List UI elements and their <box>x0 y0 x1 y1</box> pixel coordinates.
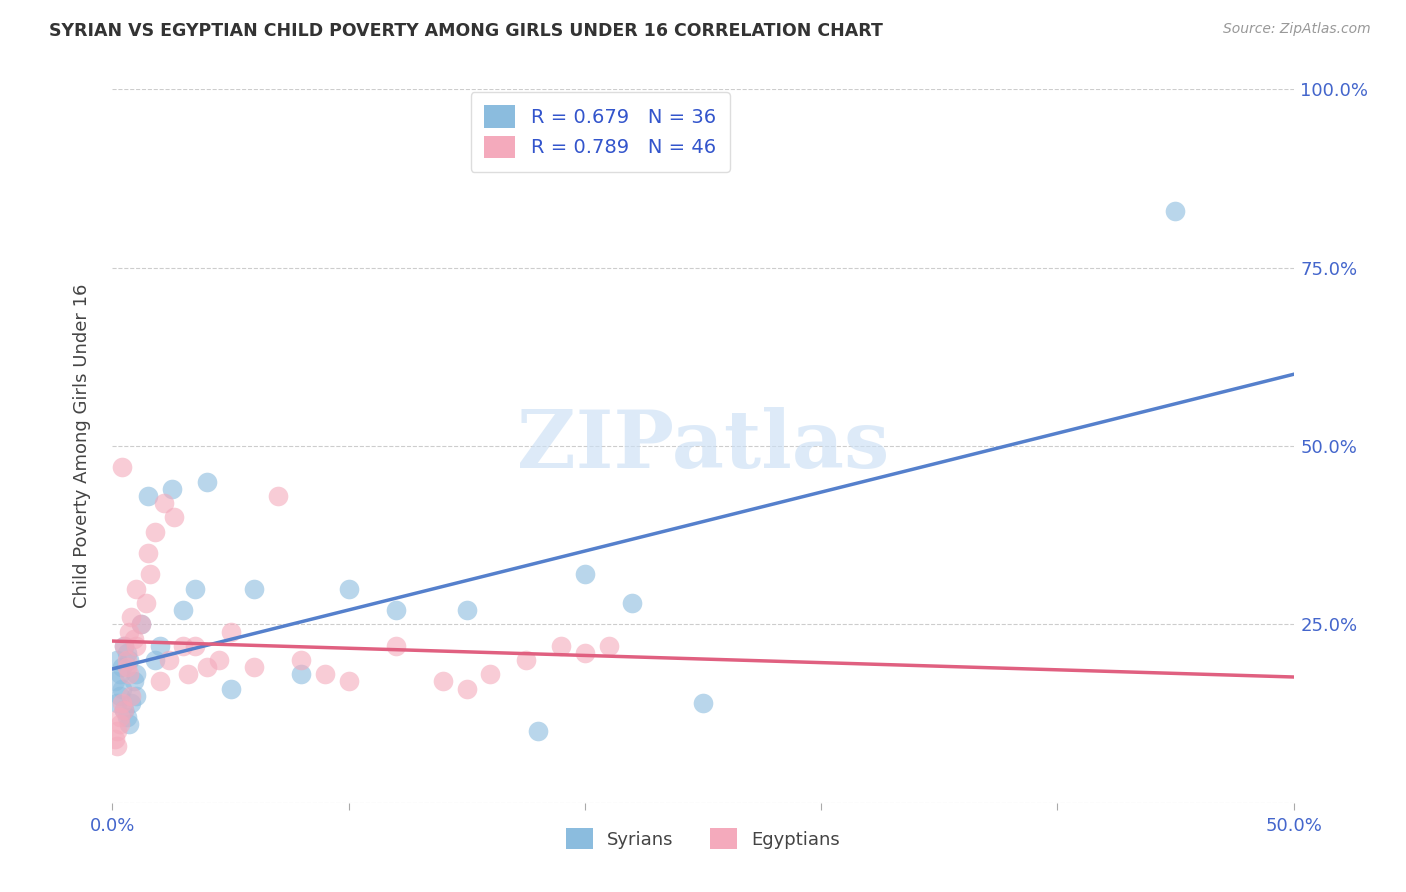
Point <box>574 567 596 582</box>
Point <box>177 667 200 681</box>
Point <box>290 653 312 667</box>
Point <box>160 482 183 496</box>
Point <box>112 639 135 653</box>
Point <box>385 639 408 653</box>
Point <box>337 582 360 596</box>
Point <box>105 724 128 739</box>
Point <box>125 667 148 681</box>
Point <box>290 667 312 681</box>
Point <box>184 582 207 596</box>
Point <box>129 617 152 632</box>
Point <box>115 710 138 724</box>
Text: Source: ZipAtlas.com: Source: ZipAtlas.com <box>1223 22 1371 37</box>
Point <box>129 617 152 632</box>
Point <box>111 696 134 710</box>
Point <box>385 603 408 617</box>
Point <box>432 674 454 689</box>
Point <box>219 624 242 639</box>
Y-axis label: Child Poverty Among Girls Under 16: Child Poverty Among Girls Under 16 <box>73 284 91 608</box>
Point <box>118 624 141 639</box>
Point <box>337 674 360 689</box>
Point <box>104 731 127 746</box>
Point <box>208 653 231 667</box>
Point <box>111 660 134 674</box>
Point <box>153 496 176 510</box>
Point <box>219 681 242 696</box>
Point <box>135 596 157 610</box>
Point <box>136 546 159 560</box>
Point <box>125 582 148 596</box>
Point <box>118 667 141 681</box>
Point <box>195 660 218 674</box>
Point <box>104 674 127 689</box>
Point <box>621 596 644 610</box>
Point <box>120 610 142 624</box>
Point <box>112 639 135 653</box>
Point <box>143 653 166 667</box>
Point <box>118 653 141 667</box>
Point <box>314 667 336 681</box>
Point <box>108 717 131 731</box>
Point <box>120 689 142 703</box>
Point <box>479 667 502 681</box>
Point <box>118 717 141 731</box>
Point <box>515 653 537 667</box>
Point <box>115 653 138 667</box>
Point <box>143 524 166 539</box>
Text: ZIPatlas: ZIPatlas <box>517 407 889 485</box>
Point <box>456 681 478 696</box>
Point <box>122 674 145 689</box>
Point <box>108 689 131 703</box>
Point <box>122 632 145 646</box>
Point <box>456 603 478 617</box>
Point <box>243 660 266 674</box>
Point <box>136 489 159 503</box>
Point <box>195 475 218 489</box>
Point <box>105 653 128 667</box>
Point <box>108 710 131 724</box>
Point <box>1164 203 1187 218</box>
Point <box>105 739 128 753</box>
Legend: Syrians, Egyptians: Syrians, Egyptians <box>557 819 849 858</box>
Point <box>105 696 128 710</box>
Point <box>112 703 135 717</box>
Point <box>157 653 180 667</box>
Point <box>125 639 148 653</box>
Point <box>550 639 572 653</box>
Point <box>243 582 266 596</box>
Point <box>526 724 548 739</box>
Point <box>172 639 194 653</box>
Point <box>598 639 620 653</box>
Point <box>112 703 135 717</box>
Point <box>692 696 714 710</box>
Point <box>149 674 172 689</box>
Point <box>267 489 290 503</box>
Point <box>184 639 207 653</box>
Point <box>125 689 148 703</box>
Point <box>115 660 138 674</box>
Point <box>115 646 138 660</box>
Point <box>149 639 172 653</box>
Point <box>120 696 142 710</box>
Point <box>111 681 134 696</box>
Text: SYRIAN VS EGYPTIAN CHILD POVERTY AMONG GIRLS UNDER 16 CORRELATION CHART: SYRIAN VS EGYPTIAN CHILD POVERTY AMONG G… <box>49 22 883 40</box>
Point <box>139 567 162 582</box>
Point <box>172 603 194 617</box>
Point <box>108 667 131 681</box>
Point <box>574 646 596 660</box>
Point <box>163 510 186 524</box>
Point <box>111 460 134 475</box>
